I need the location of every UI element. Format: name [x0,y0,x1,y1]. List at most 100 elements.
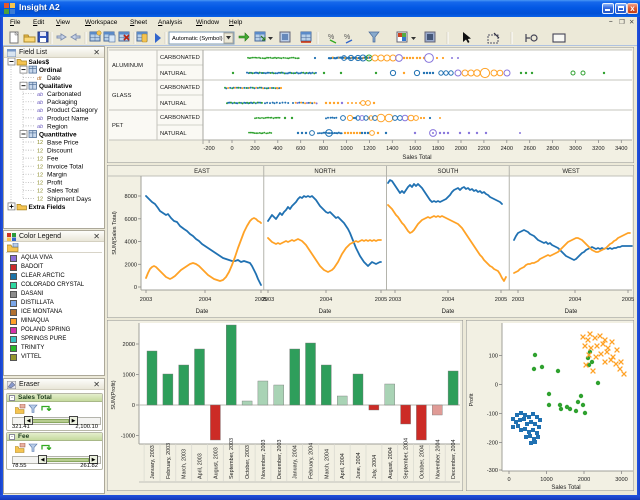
svg-text:3000: 3000 [615,477,627,483]
svg-text:Date: Date [442,309,455,315]
svg-text:February, 2003: February, 2003 [166,443,172,479]
svg-text:2003: 2003 [262,297,274,303]
svg-text:July, 2004: July, 2004 [372,455,378,479]
svg-text:0: 0 [230,146,233,152]
svg-text:4000: 4000 [125,240,137,246]
svg-text:December, 2003: December, 2003 [277,439,283,479]
svg-text:Packaging: Packaging [47,99,78,106]
svg-text:CARBONATED: CARBONATED [160,85,200,91]
svg-text:12: 12 [37,148,43,154]
svg-text:NATURAL: NATURAL [160,71,187,77]
svg-text:ALUMINUM: ALUMINUM [112,63,143,69]
svg-text:%: % [328,34,334,41]
svg-text:Automatic (Symbol): Automatic (Symbol) [172,36,223,42]
svg-text:January, 2003: January, 2003 [150,445,156,479]
svg-text:April, 2003: April, 2003 [198,453,204,479]
svg-text:1000: 1000 [123,373,135,379]
svg-text:October, 2003: October, 2003 [245,445,251,479]
svg-text:1000: 1000 [540,477,552,483]
svg-text:August, 2004: August, 2004 [388,447,394,479]
svg-text:August, 2003: August, 2003 [213,447,219,479]
svg-text:2005: 2005 [375,297,387,303]
svg-text:Sales$: Sales$ [29,59,50,66]
svg-text:2003: 2003 [389,297,401,303]
svg-text:1600: 1600 [409,146,421,152]
svg-text:2000: 2000 [125,262,137,268]
svg-text:WEST: WEST [562,169,580,175]
svg-text:SUM(Profit): SUM(Profit) [111,380,117,409]
svg-text:NORTH: NORTH [314,169,335,175]
svg-text:Quantitative: Quantitative [39,131,77,138]
svg-text:-1000: -1000 [121,434,135,440]
svg-text:February, 2004: February, 2004 [309,443,315,479]
svg-text:Profit: Profit [469,393,475,407]
svg-text:Sales Total: Sales Total [551,485,580,491]
svg-text:12: 12 [37,156,43,162]
svg-text:2000: 2000 [455,146,467,152]
svg-text:2004: 2004 [199,297,211,303]
svg-text:PET: PET [112,123,124,129]
svg-text:ab: ab [37,92,43,98]
svg-text:April, 2004: April, 2004 [340,453,346,479]
svg-text:NATURAL: NATURAL [160,101,187,107]
svg-text:2004: 2004 [569,297,581,303]
svg-text:January, 2004: January, 2004 [293,445,299,479]
svg-text:Margin: Margin [47,172,67,179]
svg-text:Date: Date [47,75,61,82]
svg-text:2200: 2200 [478,146,490,152]
svg-text:-200: -200 [487,441,498,447]
svg-text:6000: 6000 [125,217,137,223]
svg-text:NATURAL: NATURAL [160,131,187,137]
svg-text:2003: 2003 [140,297,152,303]
svg-text:October, 2004: October, 2004 [419,445,425,479]
svg-text:600: 600 [296,146,305,152]
svg-text:12: 12 [37,181,43,187]
svg-text:0: 0 [507,477,510,483]
svg-text:2005: 2005 [255,297,267,303]
svg-text:November, 2004: November, 2004 [435,439,441,479]
svg-text:ab: ab [37,100,43,106]
svg-text:2800: 2800 [546,146,558,152]
svg-text:March, 2004: March, 2004 [324,449,330,479]
svg-text:Product Category: Product Category [47,107,98,114]
svg-text:3400: 3400 [615,146,627,152]
svg-text:December, 2004: December, 2004 [451,439,457,479]
svg-text:Region: Region [47,123,68,130]
svg-text:2004: 2004 [442,297,454,303]
svg-text:8000: 8000 [125,194,137,200]
svg-text:Profit: Profit [47,180,62,187]
svg-text:Discount: Discount [47,148,72,155]
svg-text:Base Price: Base Price [47,139,79,146]
svg-text:12: 12 [37,172,43,178]
svg-text:Qualitative: Qualitative [39,83,73,90]
svg-text:ab: ab [37,116,43,122]
svg-text:Fee: Fee [47,156,59,163]
svg-text:0: 0 [132,403,135,409]
svg-text:Sales Total: Sales Total [47,188,79,195]
svg-text:GLASS: GLASS [112,93,131,99]
svg-text:ab: ab [37,124,43,130]
svg-text:March, 2003: March, 2003 [182,449,188,479]
svg-text:400: 400 [273,146,282,152]
svg-text:1800: 1800 [432,146,444,152]
svg-text:September, 2003: September, 2003 [229,438,235,479]
svg-text:Sales Total: Sales Total [402,155,431,161]
svg-text:June, 2004: June, 2004 [356,452,362,479]
svg-text:EAST: EAST [194,169,210,175]
svg-text:12: 12 [37,189,43,195]
svg-text:Invoice Total: Invoice Total [47,164,84,171]
svg-text:2004: 2004 [320,297,332,303]
svg-text:November, 2003: November, 2003 [261,439,267,479]
svg-text:2400: 2400 [501,146,513,152]
svg-text:Date: Date [565,309,578,315]
svg-text:Date: Date [319,309,332,315]
svg-text:%: % [344,34,350,41]
svg-text:Ordinal: Ordinal [39,67,62,74]
svg-text:Carbonated: Carbonated [47,91,81,98]
svg-text:ab: ab [37,108,43,114]
svg-text:0: 0 [134,285,137,291]
svg-text:2000: 2000 [578,477,590,483]
svg-text:0: 0 [495,383,498,389]
svg-text:Product Name: Product Name [47,115,89,122]
svg-text:2600: 2600 [523,146,535,152]
